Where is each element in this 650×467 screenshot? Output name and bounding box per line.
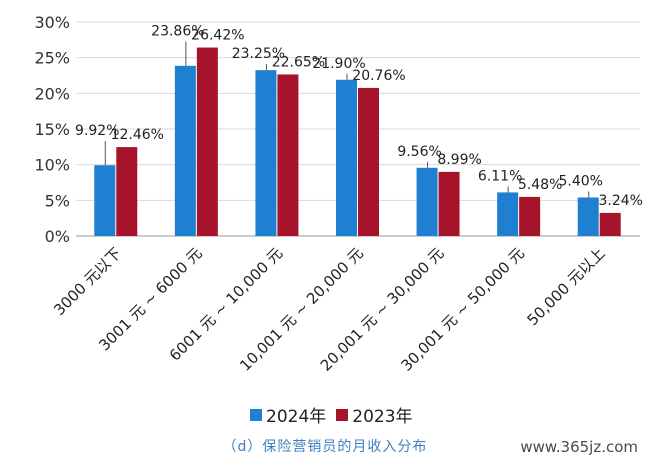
y-tick-label: 20% <box>34 84 70 103</box>
y-tick-label: 15% <box>34 120 70 139</box>
legend-label-2024: 2024年 <box>266 407 327 427</box>
data-label-2024: 9.56% <box>397 144 441 160</box>
data-label-2024: 6.11% <box>478 168 522 184</box>
bar-2024 <box>336 79 357 236</box>
y-tick-label: 5% <box>45 191 70 210</box>
bar-2023 <box>116 147 138 236</box>
y-tick-label: 25% <box>34 49 70 68</box>
data-label-2024: 9.92% <box>75 123 119 139</box>
legend-item-2024: 2024年 <box>250 402 326 427</box>
data-label-2023: 26.42% <box>191 28 244 44</box>
data-labels: 9.92%12.46% 23.86%26.42% 23.25%22.65%21.90… <box>75 24 643 209</box>
legend-swatch-2023 <box>336 408 349 421</box>
data-label-2023: 8.99% <box>437 152 481 168</box>
data-label-2024: 23.25% <box>232 46 285 62</box>
bars <box>94 47 621 237</box>
x-tick-label: 50,000 元以上 <box>524 244 609 329</box>
data-label-2023: 22.65% <box>272 54 325 70</box>
data-label-2024: 21.90% <box>312 56 365 72</box>
data-label-2024: 5.40% <box>558 173 602 189</box>
figure-caption: （d）保险营销员的月收入分布 <box>222 439 428 455</box>
bar-2023 <box>519 196 541 236</box>
y-axis-ticks: 0% 5% 10% 15% 20% 25% 30% <box>34 13 70 246</box>
bar-2023 <box>438 171 460 236</box>
bar-2024 <box>416 167 438 236</box>
bar-2024 <box>174 65 196 236</box>
data-label-2023: 3.24% <box>598 193 642 209</box>
bar-2023 <box>599 212 621 236</box>
y-tick-label: 30% <box>34 13 70 32</box>
legend-item-2023: 2023年 <box>336 402 413 427</box>
data-label-2023: 5.48% <box>518 177 562 193</box>
bar-2023 <box>277 74 299 237</box>
legend: 2024年 2023年 <box>250 402 413 427</box>
bar-2024 <box>94 165 116 236</box>
legend-label-2023: 2023年 <box>352 407 413 427</box>
x-tick-label: 3000 元以下 <box>50 244 125 319</box>
y-tick-label: 0% <box>45 227 70 246</box>
bar-2023 <box>358 87 379 236</box>
bar-2024 <box>497 192 519 236</box>
bar-2023 <box>196 47 218 236</box>
watermark: www.365jz.com <box>520 438 638 456</box>
bar-2024 <box>577 197 599 236</box>
data-label-2023: 12.46% <box>111 127 164 143</box>
legend-swatch-2024 <box>250 408 262 421</box>
y-tick-label: 10% <box>34 156 70 175</box>
data-label-2023: 20.76% <box>352 68 405 84</box>
bar-2024 <box>255 70 277 237</box>
data-label-2024: 23.86% <box>151 24 204 40</box>
